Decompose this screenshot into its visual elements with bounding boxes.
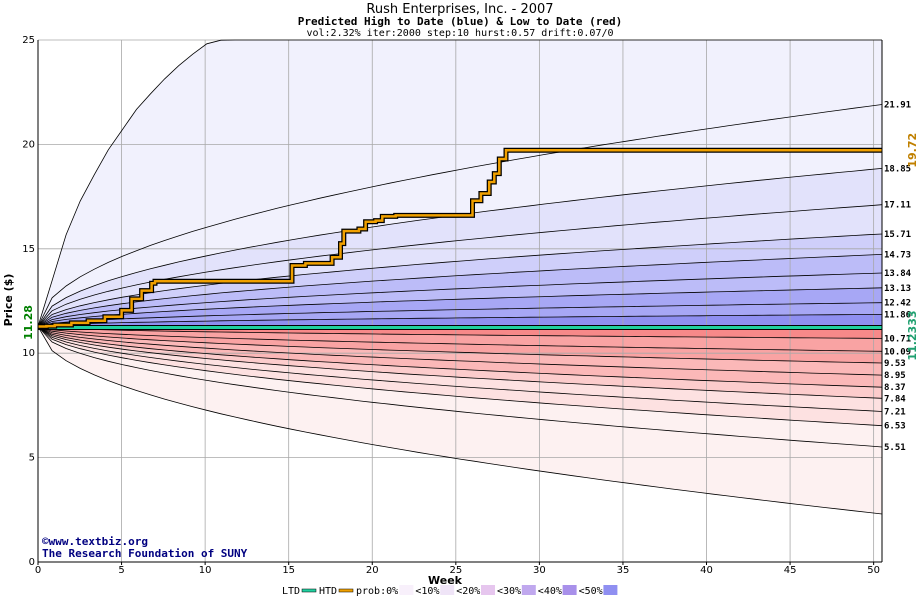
quantile-lines xyxy=(37,39,883,515)
quantile-line-15 xyxy=(37,326,883,388)
start-value-label: 11.28 xyxy=(22,305,35,340)
quantile-line-5 xyxy=(37,254,883,327)
quantile-line-11 xyxy=(37,326,883,448)
low-end-label-4: 8.37 xyxy=(884,383,906,393)
quantile-line-0 xyxy=(37,39,882,327)
x-tick-label-10: 10 xyxy=(199,565,212,576)
high-end-label-5: 15.71 xyxy=(884,230,911,240)
low-end-label-2: 9.53 xyxy=(884,359,906,369)
legend-swatch-6 xyxy=(562,585,577,595)
legend-swatch-5 xyxy=(521,585,536,595)
htd-value-label: 19.72 xyxy=(906,133,919,168)
chart-title: Rush Enterprises, Inc. - 2007 xyxy=(366,2,554,17)
high-end-label-4: 14.73 xyxy=(884,250,911,260)
low-end-label-1: 10.09 xyxy=(884,347,911,357)
legend-swatch-7 xyxy=(603,585,618,595)
x-tick-label-50: 50 xyxy=(867,565,880,576)
quantile-line-7 xyxy=(37,287,883,327)
legend-label-7: <50% xyxy=(579,586,603,597)
high-end-label-6: 17.11 xyxy=(884,201,911,211)
series-lines xyxy=(38,147,882,331)
quantile-line-9 xyxy=(37,314,883,327)
quantile-line-18 xyxy=(37,326,883,352)
quantile-line-14 xyxy=(37,326,883,399)
simulation-parameters: vol:2.32% iter:2000 step:10 hurst:0.57 d… xyxy=(306,28,614,39)
quantile-line-3 xyxy=(37,204,883,327)
x-tick-label-20: 20 xyxy=(366,565,379,576)
low-end-label-8: 5.51 xyxy=(884,443,906,453)
credit-organization: The Research Foundation of SUNY xyxy=(42,547,248,560)
legend-label-4: <20% xyxy=(456,586,480,597)
low-end-label-0: 10.71 xyxy=(884,334,911,344)
htd-line xyxy=(38,148,882,328)
axes xyxy=(37,40,883,565)
y-tick-label-10: 10 xyxy=(22,348,35,359)
legend-label-ltd: LTD xyxy=(282,586,300,597)
x-tick-label-30: 30 xyxy=(533,565,546,576)
y-tick-label-15: 15 xyxy=(22,244,35,255)
high-end-label-8: 21.91 xyxy=(884,101,911,111)
legend-label-htd: HTD xyxy=(319,586,337,597)
legend-swatch-htd xyxy=(338,588,354,593)
high-end-label-0: 11.86 xyxy=(884,310,911,320)
quantile-line-19 xyxy=(37,326,883,339)
quantile-line-6 xyxy=(37,272,883,327)
legend-label-3: <10% xyxy=(415,586,439,597)
legend-swatch-ltd xyxy=(301,588,317,593)
legend-swatch-2 xyxy=(399,585,414,595)
x-axis-label: Week xyxy=(428,574,463,587)
x-tick-label-25: 25 xyxy=(449,565,462,576)
x-tick-label-40: 40 xyxy=(700,565,713,576)
quantile-line-1 xyxy=(37,104,883,327)
quantile-line-10 xyxy=(37,326,883,515)
legend-label-5: <30% xyxy=(497,586,521,597)
legend-label-2: prob:0% xyxy=(356,586,398,597)
x-tick-label-0: 0 xyxy=(35,565,41,576)
legend: LTD HTD prob:0% <10% <20% <30% <40% <50% xyxy=(282,585,618,597)
high-band-9 xyxy=(38,314,882,327)
y-tick-label-0: 0 xyxy=(29,557,35,568)
y-tick-label-5: 5 xyxy=(29,453,35,464)
low-end-label-7: 6.53 xyxy=(884,422,906,432)
quantile-line-12 xyxy=(37,326,883,427)
chart-subtitle: Predicted High to Date (blue) & Low to D… xyxy=(297,15,623,28)
low-end-label-6: 7.21 xyxy=(884,407,906,417)
legend-swatch-4 xyxy=(481,585,495,595)
legend-swatch-3 xyxy=(440,585,455,595)
x-tick-label-5: 5 xyxy=(118,565,124,576)
y-tick-label-20: 20 xyxy=(22,139,35,150)
low-end-label-5: 7.84 xyxy=(884,394,906,404)
quantile-line-13 xyxy=(37,326,883,412)
high-end-label-2: 13.13 xyxy=(884,284,911,294)
ltd-value-label: 11.2333 xyxy=(906,310,919,360)
quantile-line-16 xyxy=(37,326,883,376)
y-axis-label: Price ($) xyxy=(2,274,15,327)
credit-url: ©www.textbiz.org xyxy=(42,535,148,548)
high-end-label-7: 18.85 xyxy=(884,164,911,174)
y-tick-label-25: 25 xyxy=(22,35,35,46)
x-tick-label-45: 45 xyxy=(784,565,797,576)
x-tick-label-15: 15 xyxy=(282,565,295,576)
x-tick-label-35: 35 xyxy=(617,565,630,576)
legend-label-6: <40% xyxy=(538,586,562,597)
quantile-line-17 xyxy=(37,326,883,364)
high-end-label-3: 13.84 xyxy=(884,269,912,279)
high-end-label-1: 12.42 xyxy=(884,299,911,309)
low-end-label-3: 8.95 xyxy=(884,371,906,381)
quantile-line-8 xyxy=(37,302,883,327)
quantile-line-4 xyxy=(37,233,883,327)
